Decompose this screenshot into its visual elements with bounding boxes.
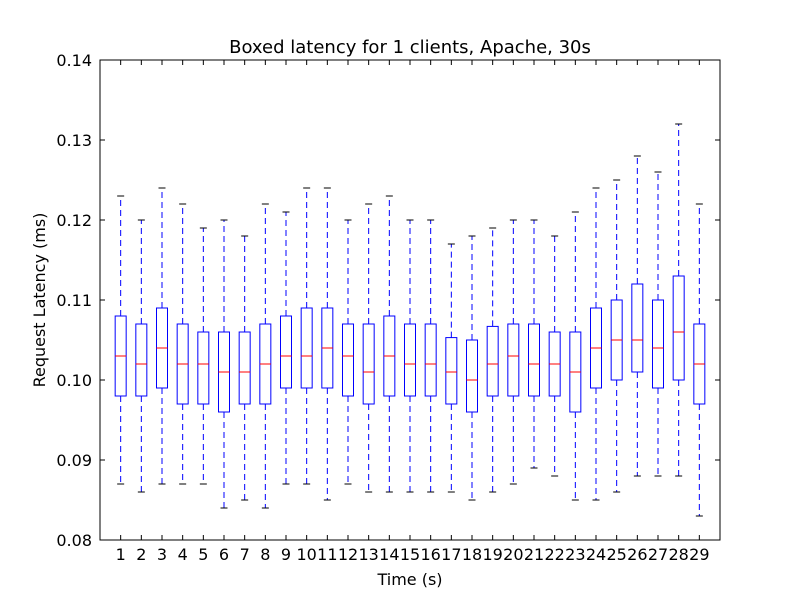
x-tick-label: 1 [116, 545, 126, 564]
plot-layer: 0.080.090.100.110.120.130.141 2 3 4 5 6 7 8 9 10 1… [56, 51, 720, 564]
x-tick-label: 15 [400, 545, 420, 564]
x-tick-label: 16 [420, 545, 440, 564]
x-tick-label: 4 [178, 545, 188, 564]
iqr-box [466, 339, 478, 413]
x-tick-label: 7 [240, 545, 250, 564]
x-tick-label: 14 [379, 545, 399, 564]
x-tick-label: 27 [648, 545, 668, 564]
iqr-box [445, 337, 458, 405]
y-tick-label: 0.09 [56, 451, 92, 470]
y-tick-label: 0.10 [56, 371, 92, 390]
x-tick-label: 9 [281, 545, 291, 564]
iqr-box [280, 315, 292, 389]
x-tick-label: 13 [358, 545, 378, 564]
x-tick-label: 29 [689, 545, 709, 564]
axes-frame [99, 59, 721, 541]
x-tick-label: 18 [462, 545, 482, 564]
y-tick-label: 0.08 [56, 531, 92, 550]
x-tick-label: 23 [565, 545, 585, 564]
x-tick-label: 26 [627, 545, 647, 564]
x-tick-label: 17 [441, 545, 461, 564]
y-tick-label: 0.12 [56, 211, 92, 230]
x-tick-label: 5 [198, 545, 208, 564]
iqr-box [404, 323, 416, 397]
iqr-box [135, 323, 148, 397]
x-tick-label: 24 [586, 545, 606, 564]
iqr-box [528, 323, 540, 397]
x-tick-label: 10 [296, 545, 316, 564]
iqr-box [507, 323, 520, 397]
x-tick-label: 19 [482, 545, 502, 564]
x-tick-label: 21 [524, 545, 544, 564]
x-tick-label: 6 [219, 545, 229, 564]
iqr-box [672, 275, 685, 381]
iqr-box [486, 325, 499, 397]
iqr-box [631, 283, 644, 373]
x-axis-label: Time (s) [376, 570, 442, 589]
y-tick-label: 0.11 [56, 291, 92, 310]
x-tick-label: 2 [136, 545, 146, 564]
chart-title: Boxed latency for 1 clients, Apache, 30s [229, 37, 591, 58]
y-tick-label: 0.13 [56, 131, 92, 150]
iqr-box [652, 299, 664, 389]
iqr-box [197, 331, 210, 405]
x-tick-label: 28 [668, 545, 688, 564]
iqr-box [362, 323, 375, 405]
iqr-box [342, 323, 354, 397]
y-axis-label: Request Latency (ms) [30, 213, 49, 388]
y-tick-label: 0.14 [56, 51, 92, 70]
x-tick-label: 20 [503, 545, 523, 564]
x-tick-label: 11 [317, 545, 337, 564]
iqr-box [300, 307, 313, 389]
iqr-box [238, 331, 251, 405]
x-tick-label: 25 [606, 545, 626, 564]
iqr-box [424, 323, 437, 397]
x-tick-label: 3 [157, 545, 167, 564]
x-tick-label: 12 [338, 545, 358, 564]
x-tick-label: 8 [260, 545, 270, 564]
x-tick-label: 22 [544, 545, 564, 564]
